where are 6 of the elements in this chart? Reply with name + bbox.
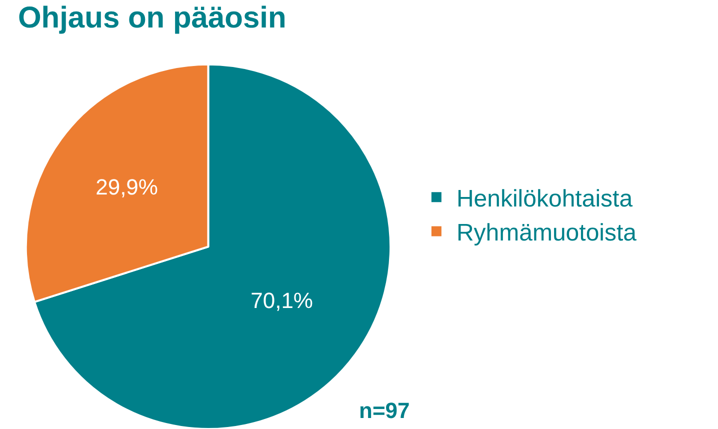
chart-title: Ohjaus on pääosin	[18, 1, 286, 34]
text: n=97	[359, 398, 410, 423]
legend-label: Henkilökohtaista	[456, 185, 634, 212]
data-label: 29,9%	[96, 174, 158, 200]
data-label: 70,1%	[250, 288, 313, 313]
legend-label: Ryhmämuotoista	[456, 220, 638, 247]
